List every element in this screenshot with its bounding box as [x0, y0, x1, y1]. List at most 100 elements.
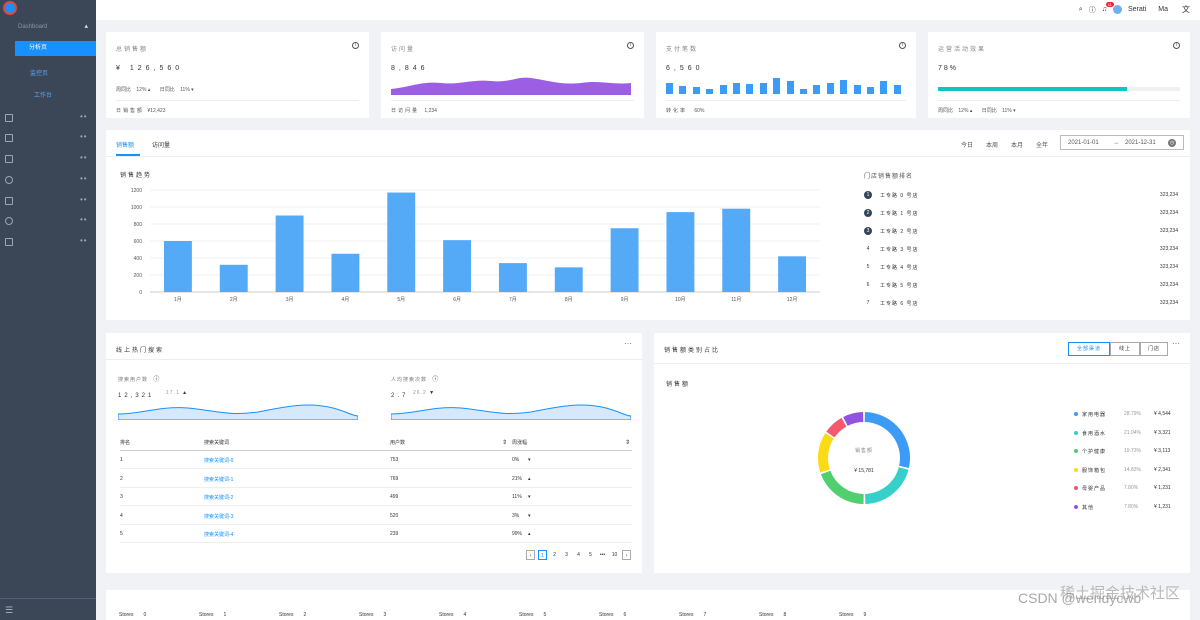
question-icon[interactable]: ⓘ [1088, 6, 1096, 14]
avatar[interactable] [1112, 5, 1122, 14]
chevron-down-icon[interactable]: •• [80, 132, 88, 141]
info-icon[interactable]: i [627, 42, 634, 49]
profile-icon[interactable] [5, 155, 13, 163]
sort-icon[interactable]: ⇕ [502, 440, 508, 446]
cell-keyword-link[interactable]: 搜索关键词-1 [204, 476, 234, 483]
legend-item[interactable]: 个护健康 19.73% ¥ 3,113 [1074, 447, 1184, 457]
bell-icon[interactable]: ♫ 11 [1101, 2, 1114, 13]
sales-bar[interactable] [610, 228, 639, 292]
donut-slice[interactable] [865, 467, 909, 504]
date-end[interactable]: 2021-12-31 [1125, 140, 1156, 146]
page-10[interactable]: 10 [611, 552, 618, 558]
seg-all-channels[interactable]: 全部渠道 [1068, 342, 1110, 356]
chevron-down-icon[interactable]: •• [80, 112, 88, 121]
store-tab[interactable]: Stores 3 [359, 612, 386, 618]
col-users[interactable]: 用户数 [390, 440, 406, 446]
next-page-icon[interactable]: › [622, 550, 631, 560]
range-today[interactable]: 今日 [961, 143, 974, 149]
result-icon[interactable] [5, 176, 13, 184]
seg-online[interactable]: 线上 [1110, 342, 1140, 356]
form-icon[interactable] [5, 114, 13, 122]
date-start[interactable]: 2021-01-01 [1068, 140, 1099, 146]
ellipsis-icon[interactable]: ··· [624, 339, 632, 348]
info-icon[interactable]: i [352, 42, 359, 49]
store-tab[interactable]: Stores 4 [439, 612, 466, 618]
range-month[interactable]: 本月 [1011, 143, 1024, 149]
store-tab[interactable]: Stores 5 [519, 612, 546, 618]
user-name[interactable]: Serati [1127, 6, 1147, 13]
donut-slice[interactable] [826, 417, 847, 438]
page-2[interactable]: 2 [553, 552, 556, 558]
legend-item[interactable]: 其他 7.80% ¥ 1,231 [1074, 503, 1184, 513]
menu-item-workplace[interactable]: 工作台 [34, 93, 53, 99]
donut-slice[interactable] [818, 433, 834, 473]
sales-bar[interactable] [498, 263, 527, 292]
sales-bar[interactable] [666, 212, 695, 292]
info-icon[interactable]: i [1173, 42, 1180, 49]
sales-bar[interactable] [443, 240, 472, 292]
chevron-down-icon[interactable]: •• [80, 195, 88, 204]
range-week[interactable]: 本周 [986, 143, 999, 149]
menu-fold-icon[interactable]: ☰ [5, 605, 14, 615]
store-tab[interactable]: Stores 0 [119, 612, 146, 618]
store-tab[interactable]: Stores 9 [839, 612, 866, 618]
date-range-input[interactable]: 2021-01-01 → 2021-12-31 ◷ [1060, 135, 1184, 150]
user-icon[interactable] [5, 217, 13, 225]
prev-page-icon[interactable]: ‹ [526, 550, 535, 560]
store-tab[interactable]: Stores 1 [199, 612, 226, 618]
sort-icon[interactable]: ⇕ [625, 440, 631, 446]
page-ellipsis[interactable]: ••• [599, 552, 606, 558]
donut-slice[interactable] [820, 470, 864, 504]
table-icon[interactable] [5, 134, 13, 142]
store-tab[interactable]: Stores 7 [679, 612, 706, 618]
user-ma[interactable]: Ma [1158, 6, 1168, 13]
users-stat: 搜索用户数 ⓘ [118, 374, 160, 383]
store-tab[interactable]: Stores 2 [279, 612, 306, 618]
tab-visits[interactable]: 访问量 [152, 143, 171, 149]
cell-keyword-link[interactable]: 搜索关键词-4 [204, 532, 234, 538]
legend-item[interactable]: 食用酒水 21.04% ¥ 3,321 [1074, 429, 1184, 439]
menu-dashboard[interactable]: Dashboard ▴ [0, 20, 96, 34]
seg-store[interactable]: 门店 [1140, 342, 1168, 356]
sales-bar[interactable] [778, 256, 807, 292]
chevron-down-icon[interactable]: •• [80, 236, 88, 245]
donut-slice[interactable] [864, 412, 910, 468]
search-icon[interactable]: ⌕ [1078, 5, 1083, 13]
settings-icon[interactable] [5, 238, 13, 246]
sales-bar[interactable] [387, 192, 416, 292]
menu-item-analysis[interactable]: 分析页 [15, 41, 96, 56]
sales-bar[interactable] [331, 253, 360, 292]
chevron-down-icon[interactable]: •• [80, 215, 88, 224]
sales-bar[interactable] [275, 215, 304, 293]
donut-slice[interactable] [843, 412, 864, 426]
cell-keyword-link[interactable]: 搜索关键词-0 [204, 458, 234, 464]
translate-icon[interactable]: 文 [1182, 5, 1190, 14]
warning-icon[interactable] [5, 197, 13, 205]
ellipsis-icon[interactable]: ··· [1172, 339, 1180, 348]
range-year[interactable]: 全年 [1036, 143, 1049, 149]
sales-bar[interactable] [554, 267, 583, 292]
legend-item[interactable]: 家用电器 28.79% ¥ 4,544 [1074, 410, 1184, 420]
info-icon[interactable]: ⓘ [432, 377, 440, 383]
cell-keyword-link[interactable]: 搜索关键词-2 [204, 495, 234, 501]
menu-item-monitor[interactable]: 监控页 [30, 71, 49, 77]
info-icon[interactable]: i [899, 42, 906, 49]
chevron-down-icon[interactable]: •• [80, 153, 88, 162]
cell-keyword-link[interactable]: 搜索关键词-3 [204, 513, 234, 520]
tab-sales[interactable]: 销售额 [116, 143, 135, 149]
legend-item[interactable]: 母婴产品 7.80% ¥ 1,231 [1074, 484, 1184, 494]
info-icon[interactable]: ⓘ [153, 377, 161, 383]
store-tab[interactable]: Stores 8 [759, 612, 786, 618]
sales-bar[interactable] [722, 208, 751, 292]
calendar-icon[interactable]: ◷ [1168, 139, 1176, 147]
store-tab[interactable]: Stores 6 [599, 612, 626, 618]
page-3[interactable]: 3 [565, 552, 568, 558]
page-4[interactable]: 4 [577, 552, 580, 558]
legend-item[interactable]: 服饰箱包 14.83% ¥ 2,341 [1074, 466, 1184, 476]
col-change[interactable]: 周涨幅 [512, 440, 528, 446]
page-5[interactable]: 5 [589, 552, 592, 558]
sales-bar[interactable] [219, 264, 248, 292]
page-1[interactable]: 1 [538, 550, 547, 560]
sales-bar[interactable] [163, 241, 192, 292]
chevron-down-icon[interactable]: •• [80, 174, 88, 183]
